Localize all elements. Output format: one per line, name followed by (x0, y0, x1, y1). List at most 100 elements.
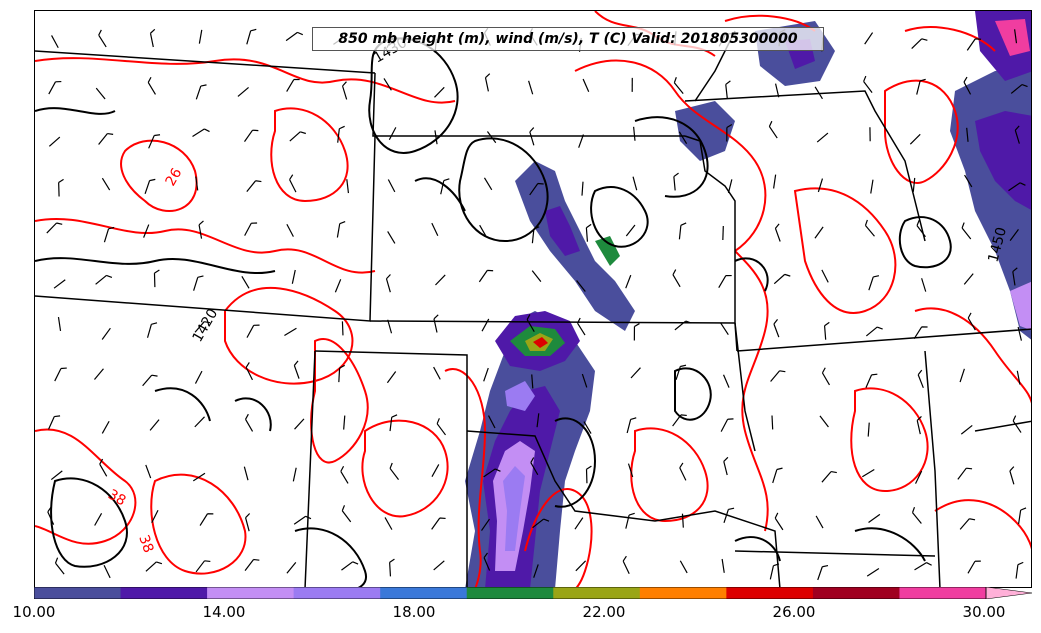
wind-barb-icon (581, 373, 588, 388)
wind-barb-icon (864, 32, 874, 45)
wind-barb-icon (863, 75, 873, 93)
wind-barb-icon (536, 413, 540, 428)
wind-barb-icon (865, 326, 883, 337)
wind-barb-icon (389, 414, 398, 432)
wind-barb-icon (914, 562, 932, 571)
wind-barb-icon (246, 180, 262, 193)
wind-barb-icon (1009, 466, 1015, 485)
wind-barb-icon (532, 518, 550, 529)
wind-barb-icon (195, 560, 211, 573)
wind-barb-icon (720, 418, 734, 432)
wind-barb-icon (143, 224, 150, 238)
wind-barb-icon (144, 178, 156, 195)
wind-barb-icon (103, 226, 115, 243)
wind-barb-icon (340, 465, 349, 484)
colorbar-tick-label: 14.00 (202, 603, 246, 621)
temperature-label: 38 (105, 487, 128, 510)
wind-barb-icon (151, 509, 159, 523)
wind-barb-icon (383, 78, 392, 91)
wind-barb-icon (246, 324, 260, 338)
wind-barb-icon (774, 223, 781, 242)
wind-barb-icon (387, 319, 393, 334)
wind-barb-icon (244, 558, 260, 572)
wind-barb-icon (334, 279, 342, 293)
wind-barb-icon (431, 464, 440, 477)
wind-barb-icon (967, 312, 976, 331)
wind-barb-icon (916, 415, 922, 435)
wind-barb-icon (530, 457, 539, 476)
wind-barb-icon (153, 269, 160, 288)
wind-barb-icon (341, 81, 348, 100)
wind-barb-icon (341, 321, 344, 336)
wind-barb-icon (774, 512, 784, 531)
wind-barb-icon (483, 177, 493, 191)
wind-barb-icon (54, 557, 65, 575)
wind-barb-icon (917, 369, 924, 389)
wind-barb-icon (632, 176, 638, 191)
wind-barb-icon (957, 467, 973, 480)
wind-barb-icon (722, 374, 730, 388)
colorbar-segment (726, 587, 814, 599)
wind-barb-icon (389, 558, 395, 577)
wind-barb-icon (195, 176, 199, 191)
wind-barb-icon (868, 275, 880, 291)
wind-barb-icon (53, 279, 66, 289)
colorbar-segment (899, 587, 987, 599)
wind-barb-icon (244, 222, 258, 236)
wind-barb-icon (865, 373, 878, 388)
wind-barb-icon (966, 127, 969, 142)
wind-barb-icon (436, 418, 446, 436)
wind-barb-icon (625, 224, 636, 237)
wind-barb-icon (57, 317, 62, 332)
wind-barb-icon (285, 31, 304, 42)
wind-barb-icon (574, 517, 584, 530)
wind-barb-icon (577, 317, 586, 336)
wind-barb-icon (771, 415, 774, 430)
wind-barb-icon (94, 513, 103, 526)
wind-barb-icon (862, 468, 875, 478)
wind-barb-icon (625, 512, 635, 529)
temperature-label: 38 (135, 533, 156, 555)
wind-barb-icon (147, 76, 156, 95)
wind-barb-icon (672, 269, 681, 288)
wind-barb-icon (98, 29, 107, 48)
wind-barb-icon (440, 178, 450, 195)
wind-barb-icon (199, 513, 214, 526)
wind-barb-icon (481, 518, 490, 531)
colorbar-segment (639, 587, 727, 599)
wind-barb-icon (286, 78, 300, 92)
wind-barb-icon (817, 564, 829, 581)
wind-barb-icon (681, 513, 684, 528)
wind-barb-icon (721, 558, 725, 573)
wind-barb-icon (1018, 507, 1027, 525)
wind-barb-icon (867, 422, 870, 437)
wind-barb-icon (192, 128, 210, 138)
wind-barb-icon (479, 224, 488, 238)
wind-barb-icon (672, 414, 687, 427)
wind-barb-icon (633, 126, 636, 141)
wind-barb-icon (95, 87, 106, 100)
wind-barb-icon (921, 278, 927, 292)
wind-barb-icon (243, 466, 249, 481)
wind-barb-icon (533, 564, 539, 578)
wind-barb-icon (194, 370, 203, 384)
wind-barb-icon (343, 415, 346, 430)
wind-barb-icon (581, 181, 584, 196)
wind-barb-icon (674, 320, 692, 331)
wind-barb-icon (529, 182, 544, 196)
wind-barb-icon (194, 321, 211, 333)
wind-barb-icon (726, 124, 733, 142)
wind-barb-icon (245, 413, 254, 432)
colorbar-tick-label: 22.00 (582, 603, 626, 621)
wind-barb-icon (583, 421, 592, 434)
wind-barbs (46, 27, 1028, 581)
wind-barb-icon (963, 76, 972, 95)
wind-barb-icon (101, 420, 110, 434)
wind-barb-icon (727, 179, 733, 194)
wind-barb-icon (389, 462, 400, 480)
wind-barb-icon (868, 513, 881, 524)
wind-barb-icon (386, 371, 397, 384)
wind-barb-icon (912, 177, 916, 192)
wind-barb-icon (963, 273, 974, 285)
wind-barb-icon (142, 374, 158, 387)
